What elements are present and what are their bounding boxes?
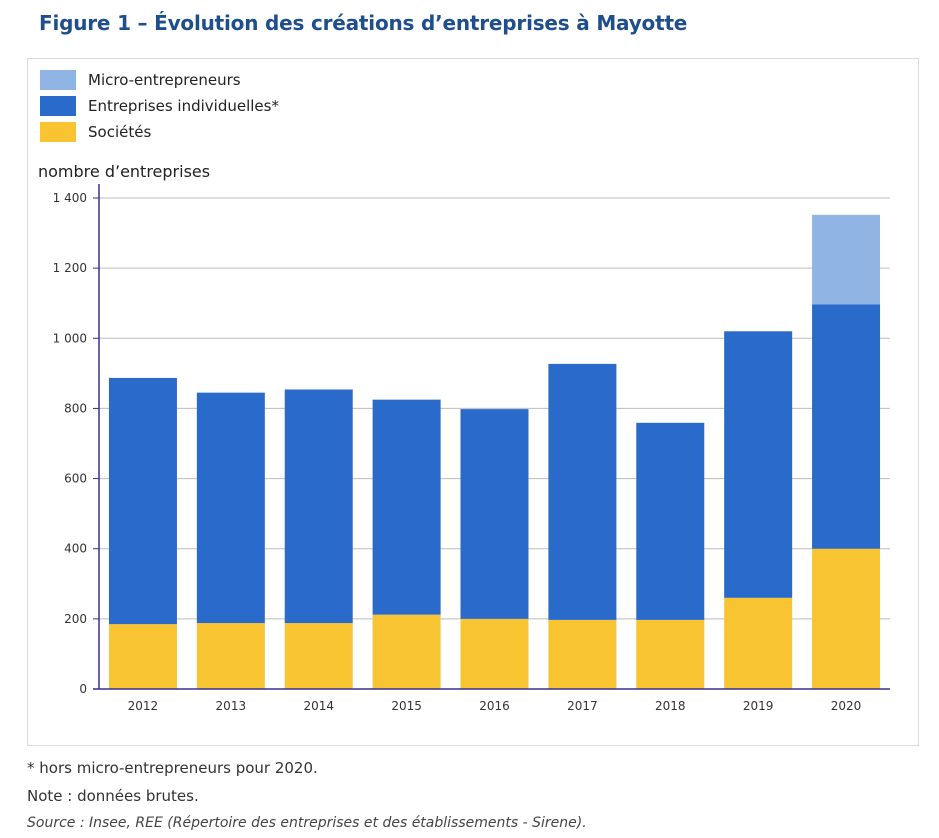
- x-tick-label: 2019: [743, 699, 774, 713]
- y-tick-label: 800: [64, 401, 87, 415]
- x-tick-label: 2016: [479, 699, 510, 713]
- x-tick-label: 2017: [567, 699, 598, 713]
- bar-segment: [812, 304, 881, 549]
- bar-segment: [812, 548, 881, 689]
- chart-frame: Micro-entrepreneurs Entreprises individue…: [27, 58, 919, 746]
- legend-swatch: [40, 96, 76, 116]
- legend-item: Sociétés: [40, 119, 279, 145]
- y-tick-label: 200: [64, 612, 87, 626]
- y-tick-label: 1 400: [53, 191, 87, 205]
- bar-segment: [108, 624, 177, 689]
- bar-segment: [196, 623, 265, 689]
- bar-segment: [724, 331, 793, 598]
- bar-segment: [196, 392, 265, 624]
- footnote: * hors micro-entrepreneurs pour 2020.: [27, 759, 318, 777]
- source-note: Source : Insee, REE (Répertoire des entr…: [27, 815, 587, 831]
- y-tick-label: 400: [64, 542, 87, 556]
- legend-swatch: [40, 70, 76, 90]
- bar-segment: [372, 399, 441, 615]
- bar-segment: [108, 377, 177, 625]
- y-tick-label: 1 200: [53, 261, 87, 275]
- legend-label: Entreprises individuelles*: [88, 97, 279, 115]
- bar-segment: [372, 614, 441, 689]
- x-tick-label: 2015: [391, 699, 422, 713]
- bar-segment: [284, 389, 353, 624]
- bar-segment: [812, 214, 881, 305]
- y-tick-label: 0: [79, 682, 87, 696]
- bar-segment: [548, 619, 617, 689]
- y-axis-unit-label: nombre d’entreprises: [38, 162, 211, 181]
- x-tick-label: 2018: [655, 699, 686, 713]
- y-tick-label: 1 000: [53, 331, 87, 345]
- legend-swatch: [40, 122, 76, 142]
- bar-segment: [636, 619, 705, 689]
- x-tick-label: 2012: [128, 699, 159, 713]
- chart-legend: Micro-entrepreneurs Entreprises individue…: [40, 67, 279, 145]
- bar-segment: [460, 409, 529, 619]
- x-tick-label: 2014: [303, 699, 334, 713]
- y-tick-label: 600: [64, 472, 87, 486]
- x-tick-label: 2013: [216, 699, 247, 713]
- legend-item: Entreprises individuelles*: [40, 93, 279, 119]
- figure-title: Figure 1 – Évolution des créations d’ent…: [39, 11, 688, 35]
- x-tick-label: 2020: [831, 699, 862, 713]
- bar-segment: [460, 618, 529, 689]
- note: Note : données brutes.: [27, 787, 199, 805]
- bar-segment: [284, 623, 353, 689]
- bar-segment: [724, 597, 793, 689]
- legend-item: Micro-entrepreneurs: [40, 67, 279, 93]
- bar-segment: [636, 422, 705, 620]
- legend-label: Micro-entrepreneurs: [88, 71, 241, 89]
- legend-label: Sociétés: [88, 123, 152, 141]
- stacked-bar-chart: 0 200 400 600 800 1 000 1 200 1 400 2012 2013 2014…: [53, 184, 890, 713]
- bar-segment: [548, 363, 617, 620]
